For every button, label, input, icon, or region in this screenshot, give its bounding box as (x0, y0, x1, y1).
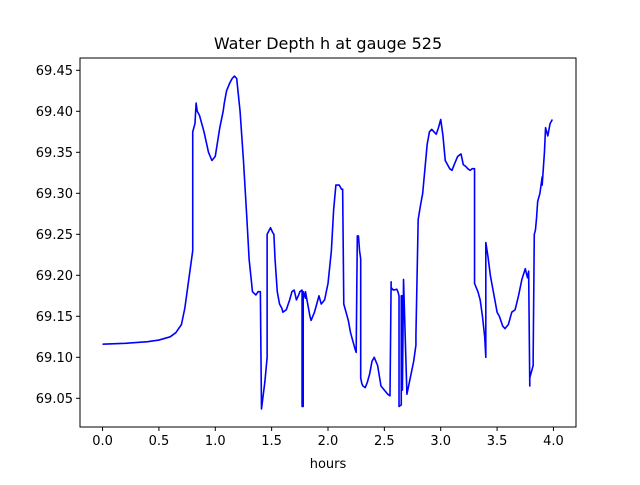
x-tick-label: 4.0 (543, 434, 564, 449)
x-axis-ticks: 0.0 0.5 1.0 1.5 2.0 2.5 3.0 3.5 4.0 (92, 427, 564, 449)
y-tick-label: 69.35 (36, 146, 73, 161)
y-tick-label: 69.15 (36, 310, 73, 325)
y-tick-label: 69.25 (36, 228, 73, 243)
plot-frame (79, 57, 577, 428)
x-axis-label: hours (310, 457, 347, 472)
x-tick-label: 0.0 (92, 434, 113, 449)
y-tick-label: 69.05 (36, 392, 73, 407)
x-tick-label: 3.0 (430, 434, 451, 449)
series-line-water-depth (102, 75, 554, 410)
y-tick-label: 69.30 (36, 187, 73, 202)
y-tick-label: 69.40 (36, 105, 73, 120)
x-tick-label: 1.5 (261, 434, 282, 449)
x-tick-label: 3.5 (487, 434, 508, 449)
x-tick-label: 2.5 (374, 434, 395, 449)
y-tick-label: 69.20 (36, 269, 73, 284)
chart-title: Water Depth h at gauge 525 (214, 34, 442, 53)
y-tick-label: 69.10 (36, 351, 73, 366)
x-tick-label: 2.0 (318, 434, 339, 449)
x-tick-label: 0.5 (149, 434, 170, 449)
y-axis-ticks: 69.05 69.10 69.15 69.20 69.25 69.30 69.35 69.40… (36, 64, 80, 407)
x-tick-label: 1.0 (205, 434, 226, 449)
series-group (102, 75, 554, 410)
y-tick-label: 69.45 (36, 64, 73, 79)
